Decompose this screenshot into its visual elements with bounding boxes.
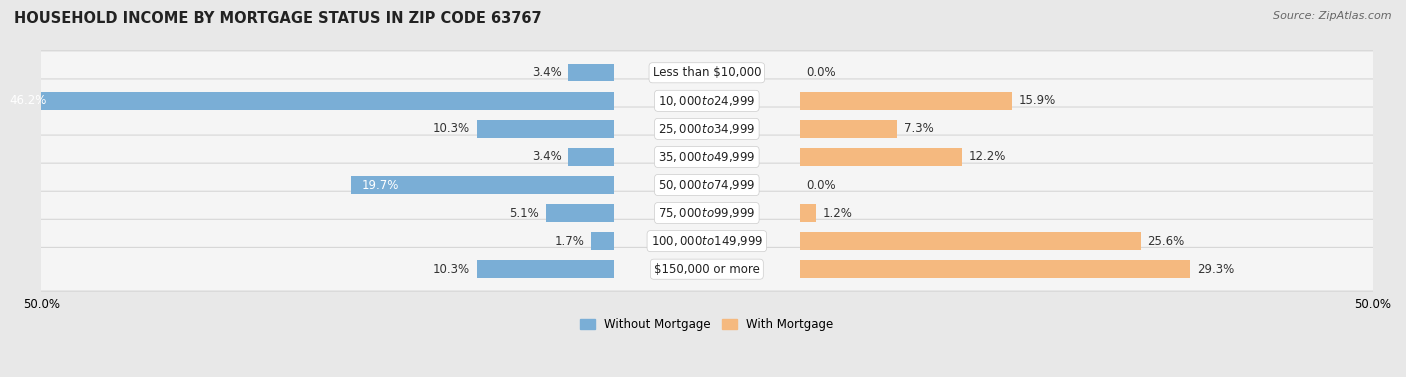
FancyBboxPatch shape [31, 51, 1384, 95]
Text: $50,000 to $74,999: $50,000 to $74,999 [658, 178, 755, 192]
Text: $100,000 to $149,999: $100,000 to $149,999 [651, 234, 763, 248]
Bar [546, 204, 613, 222]
Text: 25.6%: 25.6% [1147, 234, 1185, 248]
Bar [800, 92, 1012, 110]
Text: 15.9%: 15.9% [1018, 94, 1056, 107]
Text: 10.3%: 10.3% [433, 263, 470, 276]
Bar [568, 64, 613, 81]
Text: 10.3%: 10.3% [433, 123, 470, 135]
Text: 0.0%: 0.0% [807, 66, 837, 79]
Text: $35,000 to $49,999: $35,000 to $49,999 [658, 150, 755, 164]
Text: $150,000 or more: $150,000 or more [654, 263, 759, 276]
Text: 1.2%: 1.2% [823, 207, 852, 219]
Text: HOUSEHOLD INCOME BY MORTGAGE STATUS IN ZIP CODE 63767: HOUSEHOLD INCOME BY MORTGAGE STATUS IN Z… [14, 11, 541, 26]
FancyBboxPatch shape [31, 107, 1384, 151]
Text: $75,000 to $99,999: $75,000 to $99,999 [658, 206, 755, 220]
Bar [0, 92, 613, 110]
Text: 46.2%: 46.2% [10, 94, 46, 107]
Text: 3.4%: 3.4% [531, 150, 562, 164]
Text: $10,000 to $24,999: $10,000 to $24,999 [658, 94, 755, 108]
Text: Less than $10,000: Less than $10,000 [652, 66, 761, 79]
Bar [568, 148, 613, 166]
FancyBboxPatch shape [31, 191, 1384, 235]
FancyBboxPatch shape [31, 219, 1384, 263]
Text: $25,000 to $34,999: $25,000 to $34,999 [658, 122, 755, 136]
Text: 0.0%: 0.0% [807, 178, 837, 192]
FancyBboxPatch shape [31, 163, 1384, 207]
Bar [800, 120, 897, 138]
FancyBboxPatch shape [31, 247, 1384, 291]
Text: 1.7%: 1.7% [554, 234, 585, 248]
Bar [800, 261, 1189, 278]
FancyBboxPatch shape [31, 135, 1384, 179]
Text: 5.1%: 5.1% [509, 207, 538, 219]
Text: 29.3%: 29.3% [1197, 263, 1234, 276]
Bar [800, 204, 815, 222]
FancyBboxPatch shape [31, 79, 1384, 123]
Bar [800, 148, 963, 166]
Text: 3.4%: 3.4% [531, 66, 562, 79]
Text: Source: ZipAtlas.com: Source: ZipAtlas.com [1274, 11, 1392, 21]
Text: 12.2%: 12.2% [969, 150, 1007, 164]
Bar [800, 233, 1140, 250]
Legend: Without Mortgage, With Mortgage: Without Mortgage, With Mortgage [581, 318, 834, 331]
Bar [477, 120, 613, 138]
Bar [352, 176, 613, 194]
Text: 19.7%: 19.7% [361, 178, 399, 192]
Text: 7.3%: 7.3% [904, 123, 934, 135]
Bar [477, 261, 613, 278]
Bar [591, 233, 613, 250]
